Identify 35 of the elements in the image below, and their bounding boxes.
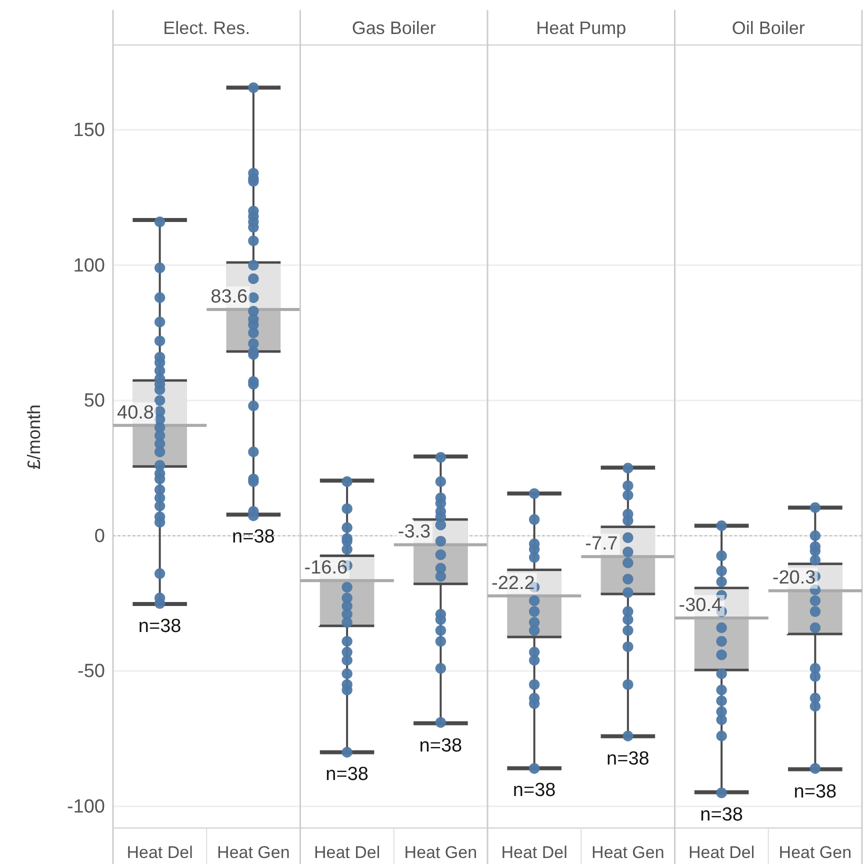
- x-tick-label: Heat Del: [314, 843, 380, 862]
- annotation: n=38: [419, 735, 462, 756]
- annotation: n=38: [138, 616, 182, 637]
- annotation: n=38: [512, 780, 556, 802]
- y-tick-label: 0: [94, 526, 105, 547]
- x-tick-label: Heat Gen: [217, 843, 290, 862]
- annotation: -3.3: [398, 522, 431, 543]
- annotation: -16.6: [304, 558, 348, 579]
- x-tick-label: Heat Gen: [778, 843, 852, 862]
- annotation: -30.4: [678, 595, 722, 616]
- annotation: n=38: [794, 781, 837, 802]
- y-tick-label: 50: [84, 390, 105, 412]
- y-tick-label: 150: [73, 120, 105, 141]
- annotation: -22.2: [492, 572, 535, 594]
- chart-title: Oil Boiler: [732, 18, 805, 38]
- annotation: n=38: [606, 748, 650, 770]
- y-tick-label: 100: [73, 255, 105, 276]
- annotation: 83.6: [210, 286, 248, 308]
- annotation: n=38: [326, 764, 368, 786]
- y-axis-title: £/month: [24, 404, 44, 470]
- x-tick-label: Heat Del: [688, 843, 755, 862]
- x-tick-label: Heat Gen: [404, 843, 478, 862]
- annotation: n=38: [700, 804, 743, 826]
- annotation: n=38: [232, 526, 275, 548]
- x-tick-label: Heat Del: [501, 843, 568, 862]
- x-tick-label: Heat Gen: [592, 843, 664, 862]
- chart-title: Gas Boiler: [352, 18, 436, 38]
- x-tick-label: Heat Del: [126, 843, 193, 862]
- y-tick-label: -50: [78, 661, 105, 682]
- annotation: 40.8: [117, 402, 154, 424]
- chart-title: Heat Pump: [536, 18, 626, 38]
- annotation: -7.7: [585, 534, 618, 555]
- chart-title: Elect. Res.: [163, 18, 250, 38]
- y-tick-label: -100: [66, 796, 105, 818]
- annotation: -20.3: [772, 568, 816, 589]
